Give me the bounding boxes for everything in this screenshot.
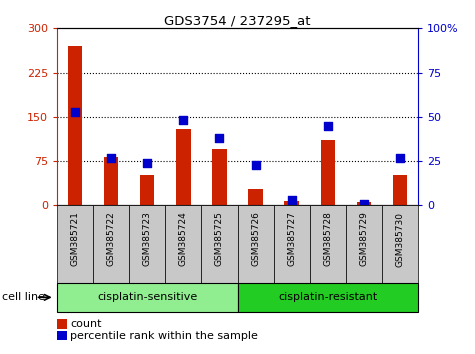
Text: GDS3754 / 237295_at: GDS3754 / 237295_at [164, 14, 311, 27]
Text: GSM385728: GSM385728 [323, 212, 332, 267]
Text: GSM385725: GSM385725 [215, 212, 224, 267]
Text: cisplatin-sensitive: cisplatin-sensitive [97, 292, 198, 302]
Point [107, 155, 115, 160]
Text: GSM385726: GSM385726 [251, 212, 260, 267]
Point [288, 197, 295, 203]
Bar [68, 46, 82, 205]
Bar [321, 141, 335, 205]
Text: cisplatin-resistant: cisplatin-resistant [278, 292, 377, 302]
Point [396, 155, 404, 160]
Bar [285, 201, 299, 205]
Text: count: count [70, 319, 102, 329]
Text: GSM385723: GSM385723 [143, 212, 152, 267]
Point [71, 109, 79, 114]
Text: GSM385724: GSM385724 [179, 212, 188, 266]
Bar [393, 175, 407, 205]
Point [252, 162, 259, 167]
Point [180, 118, 187, 123]
Text: GSM385727: GSM385727 [287, 212, 296, 267]
Point [143, 160, 151, 166]
Text: cell line: cell line [2, 292, 46, 302]
Bar [140, 175, 154, 205]
Point [360, 201, 368, 206]
Bar [248, 189, 263, 205]
Point [324, 123, 332, 129]
Text: percentile rank within the sample: percentile rank within the sample [70, 331, 258, 341]
Text: GSM385721: GSM385721 [71, 212, 79, 267]
Text: GSM385729: GSM385729 [360, 212, 368, 267]
Bar [357, 202, 371, 205]
Text: GSM385722: GSM385722 [107, 212, 115, 266]
Point [216, 135, 223, 141]
Text: GSM385730: GSM385730 [396, 212, 404, 267]
Bar [104, 157, 118, 205]
Bar [176, 129, 190, 205]
Bar [212, 149, 227, 205]
